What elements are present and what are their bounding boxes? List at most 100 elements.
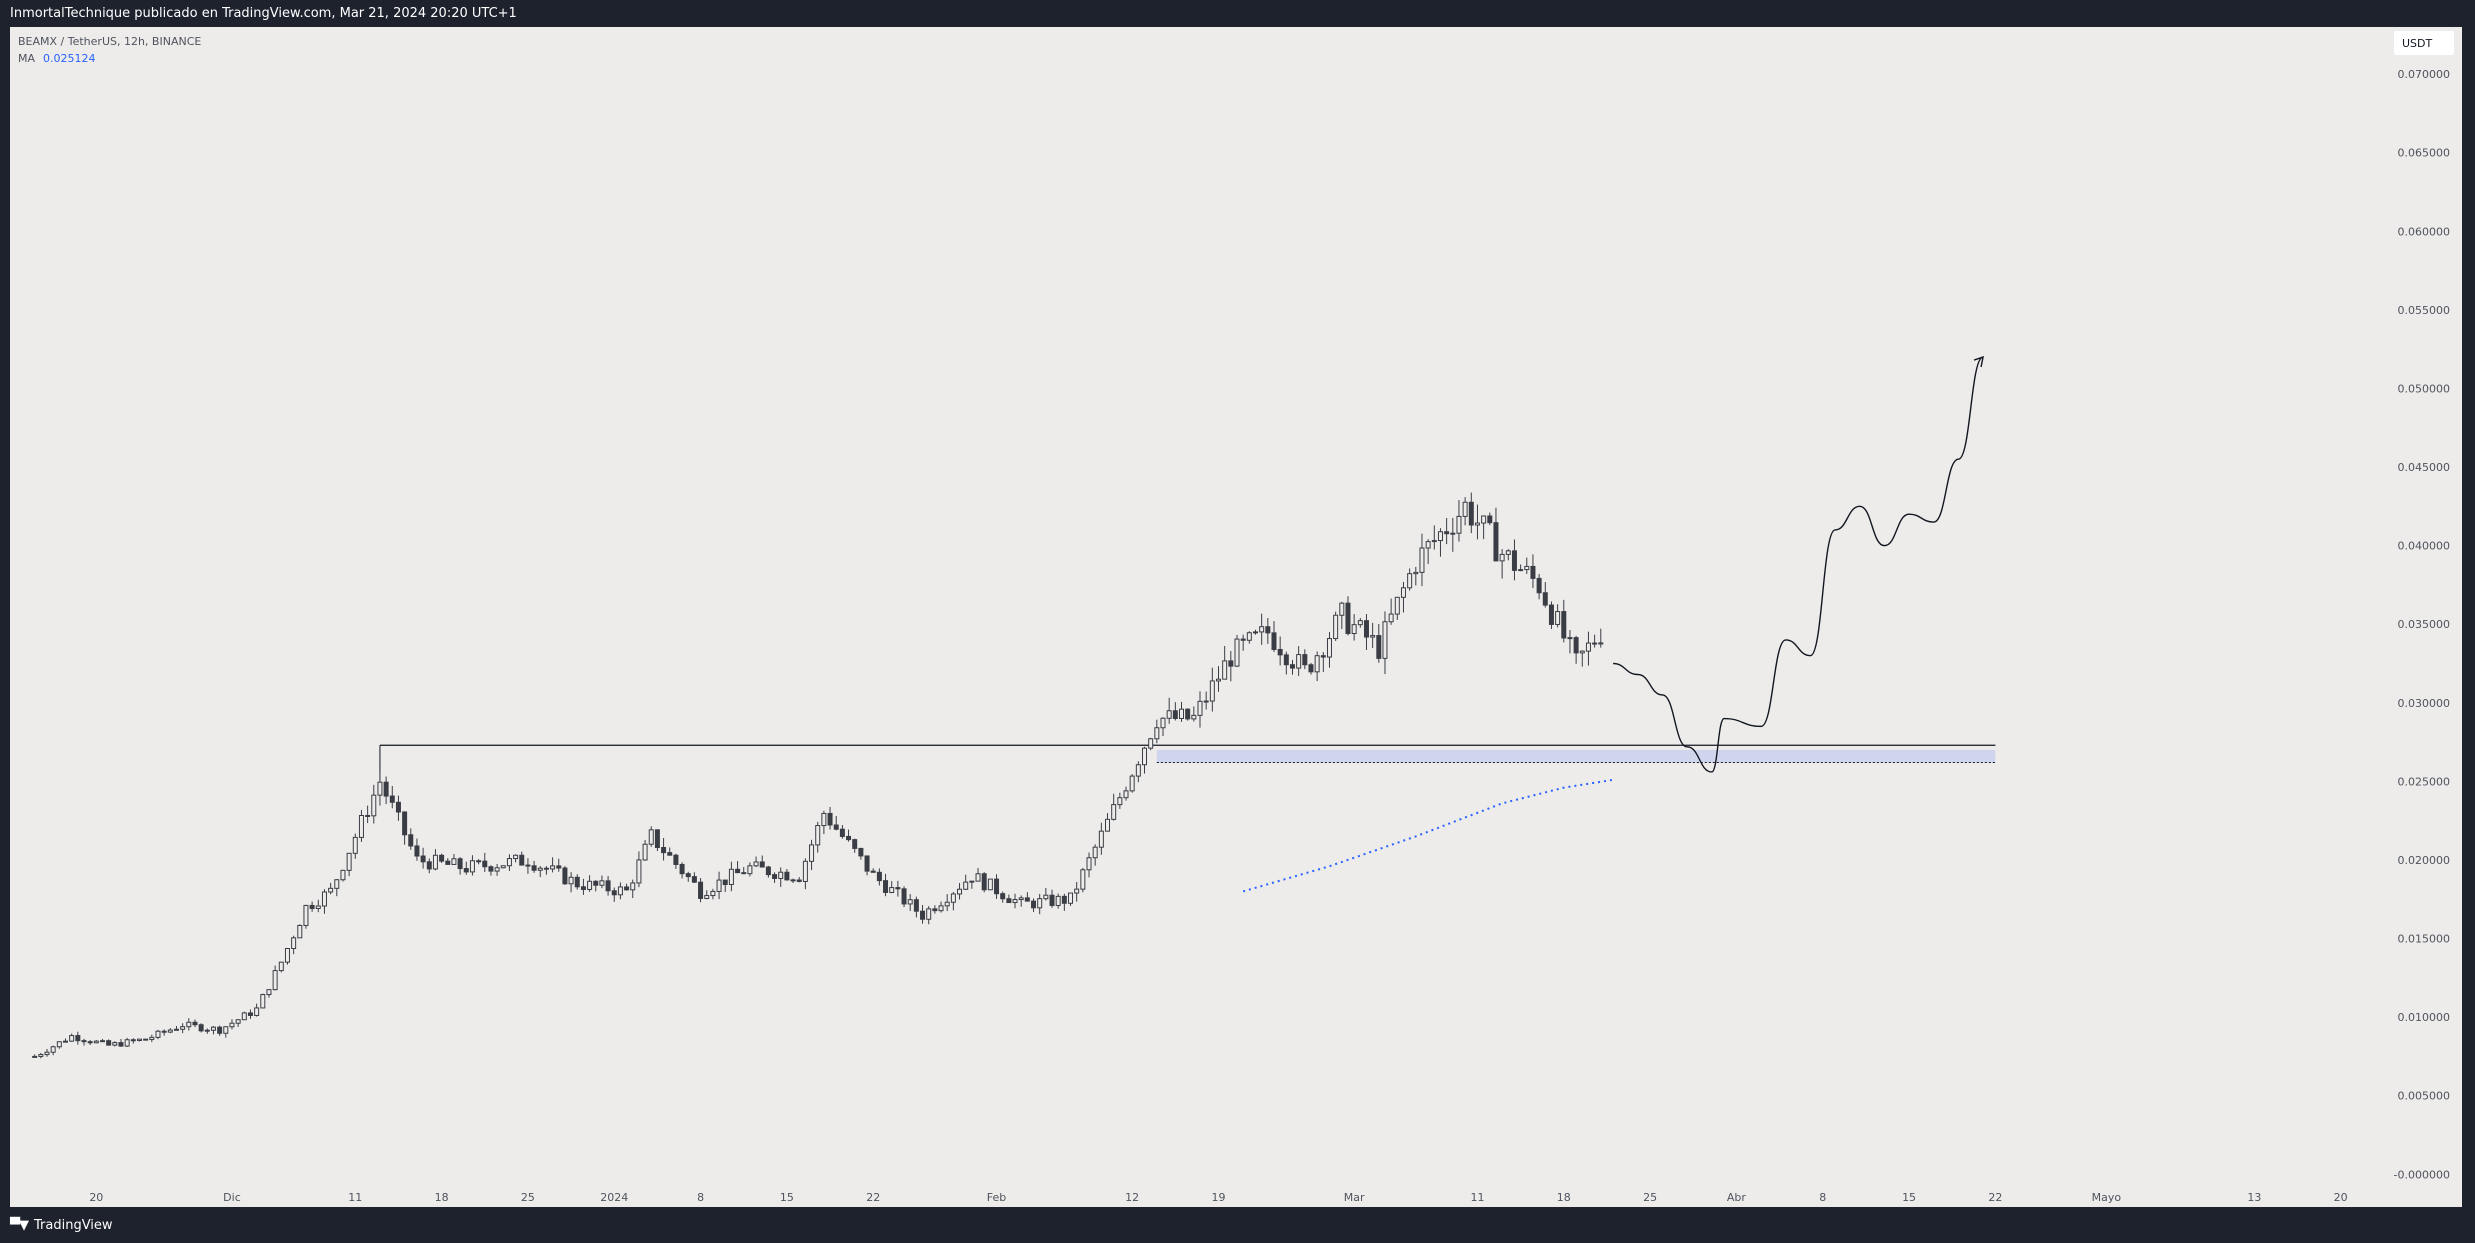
candle-body: [1444, 531, 1450, 535]
publish-line: InmortalTechnique publicado en TradingVi…: [10, 6, 517, 21]
candle-body: [802, 860, 808, 882]
time-axis-label: 18: [435, 1191, 449, 1204]
candle-body: [1209, 680, 1215, 702]
time-axis-label: 13: [2247, 1191, 2261, 1204]
candle-body: [994, 878, 1000, 895]
candle-body: [476, 860, 482, 863]
candle-body: [130, 1039, 136, 1042]
candle-body: [62, 1040, 68, 1043]
price-axis-label: 0.035000: [2398, 618, 2451, 631]
candle-body: [1296, 654, 1302, 669]
candle-body: [821, 812, 827, 827]
candle-body: [1080, 869, 1086, 890]
candle-body: [395, 801, 401, 813]
candle-body: [735, 868, 741, 874]
candle-body: [913, 899, 919, 912]
candle-body: [1012, 899, 1018, 904]
candle-body: [907, 899, 913, 905]
price-axis-label: 0.070000: [2398, 68, 2451, 81]
candle-body: [1086, 857, 1092, 871]
candle-body: [358, 814, 364, 838]
candle-body: [704, 895, 710, 899]
candle-body: [1598, 642, 1604, 645]
candle-body: [722, 879, 728, 886]
price-axis-label: 0.065000: [2398, 147, 2451, 160]
candle-body: [56, 1041, 62, 1048]
candle-body: [1259, 626, 1265, 633]
candle-body: [284, 947, 290, 963]
candle-body: [204, 1029, 210, 1032]
candle-body: [463, 868, 469, 873]
candle-body: [1092, 846, 1098, 859]
candle-body: [457, 858, 463, 870]
tradingview-brand[interactable]: ▀▼ TradingView: [10, 1218, 113, 1233]
candle-body: [642, 843, 648, 861]
chart-panel[interactable]: 0.070000 0.065000 0.060000 0.055000 0.050000…: [10, 27, 2462, 1207]
ma-legend-row[interactable]: MA 0.025124: [18, 50, 201, 67]
candle-body: [432, 854, 438, 870]
candle-body: [1536, 577, 1542, 594]
time-axis-label: 11: [1470, 1191, 1484, 1204]
candle-body: [383, 781, 389, 797]
candle-body: [315, 905, 321, 909]
time-axis-label: Feb: [987, 1191, 1006, 1204]
time-axis-label: 18: [1557, 1191, 1571, 1204]
brand-name: TradingView: [34, 1218, 113, 1233]
candle-body: [883, 880, 889, 893]
candle-body: [229, 1022, 235, 1028]
candle-body: [543, 867, 549, 870]
footer-bar: ▀▼ TradingView: [0, 1207, 2475, 1243]
time-axis-label: 22: [1988, 1191, 2002, 1204]
candle-body: [790, 879, 796, 882]
candle-body: [1518, 569, 1524, 572]
candle-body: [519, 854, 525, 866]
candle-body: [1585, 642, 1591, 652]
candle-body: [1326, 638, 1332, 658]
candle-body: [50, 1046, 56, 1053]
chart-legend: BEAMX / TetherUS, 12h, BINANCE MA 0.02512…: [18, 33, 201, 67]
time-axis-label: 15: [780, 1191, 794, 1204]
candle-body: [864, 855, 870, 872]
price-chart[interactable]: 0.070000 0.065000 0.060000 0.055000 0.050000…: [10, 27, 2462, 1207]
candle-body: [1370, 635, 1376, 638]
candle-body: [1493, 522, 1499, 562]
candle-body: [1474, 522, 1480, 526]
candle-body: [494, 867, 500, 872]
candle-body: [1240, 638, 1246, 641]
time-axis-label: 22: [866, 1191, 880, 1204]
currency-selector[interactable]: USDT: [2394, 31, 2454, 55]
candle-body: [414, 845, 420, 857]
candle-body: [241, 1012, 247, 1021]
candle-body: [1456, 515, 1462, 534]
candle-body: [1117, 797, 1123, 806]
candle-body: [1487, 515, 1493, 524]
candle-body: [81, 1040, 87, 1043]
candle-body: [636, 859, 642, 884]
candle-body: [340, 869, 346, 881]
time-axis-label: 25: [1643, 1191, 1657, 1204]
candle-body: [402, 811, 408, 836]
time-axis-label: 8: [697, 1191, 704, 1204]
candle-body: [1031, 900, 1037, 909]
candle-body: [691, 876, 697, 883]
candle-body: [587, 880, 593, 890]
candle-body: [365, 814, 371, 817]
candle-body: [963, 881, 969, 890]
candle-body: [759, 861, 765, 868]
candle-body: [44, 1051, 50, 1056]
candle-body: [839, 828, 845, 837]
price-axis-label: 0.050000: [2398, 382, 2451, 395]
candle-body: [624, 886, 630, 891]
candle-body: [506, 858, 512, 867]
candle-body: [1548, 604, 1554, 625]
candle-body: [1555, 611, 1561, 625]
ma-label: MA: [18, 52, 36, 65]
candle-body: [1431, 540, 1437, 543]
candle-body: [580, 886, 586, 890]
candle-body: [654, 829, 660, 849]
candle-body: [1407, 573, 1413, 589]
candle-body: [648, 829, 654, 845]
candle-body: [889, 887, 895, 893]
time-axis-label: 2024: [600, 1191, 628, 1204]
candle-body: [1524, 565, 1530, 571]
